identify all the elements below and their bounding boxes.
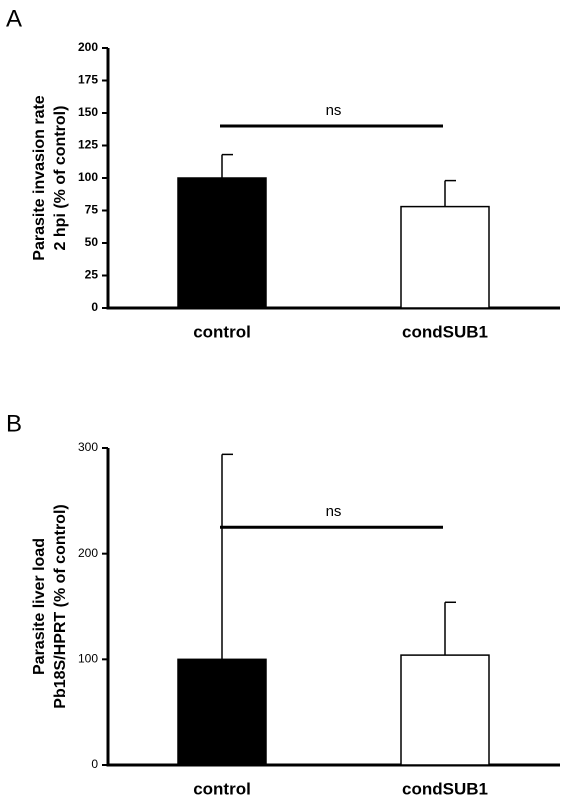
y-tick-label: 150 <box>78 105 98 119</box>
x-tick-label: condSUB1 <box>402 779 488 798</box>
bar <box>400 205 490 309</box>
y-tick-label: 0 <box>91 300 98 314</box>
y-tick-label: 50 <box>85 235 99 249</box>
x-tick-label: control <box>193 779 251 798</box>
panel-label: A <box>6 5 22 32</box>
y-tick-label: 200 <box>78 546 98 560</box>
bar <box>400 654 490 766</box>
y-tick-label: 125 <box>78 138 98 152</box>
panel-label: B <box>6 410 22 437</box>
y-axis-label: 2 hpi (% of control) <box>52 106 69 251</box>
x-tick-label: condSUB1 <box>402 322 488 341</box>
y-tick-label: 100 <box>78 170 98 184</box>
y-tick-label: 25 <box>85 268 99 282</box>
bar <box>177 658 267 766</box>
y-tick-label: 175 <box>78 73 98 87</box>
y-axis-label: Pb18S/HPRT (% of control) <box>52 504 69 708</box>
y-tick-label: 75 <box>85 203 99 217</box>
y-tick-label: 100 <box>78 652 98 666</box>
significance-label: ns <box>326 102 342 119</box>
significance-label: ns <box>326 503 342 520</box>
y-tick-label: 0 <box>91 757 98 771</box>
y-axis-label: Parasite invasion rate <box>31 95 48 261</box>
x-tick-label: control <box>193 322 251 341</box>
y-tick-label: 200 <box>78 40 98 54</box>
bar <box>177 177 267 309</box>
y-axis-label: Parasite liver load <box>31 538 48 675</box>
y-tick-label: 300 <box>78 440 98 454</box>
